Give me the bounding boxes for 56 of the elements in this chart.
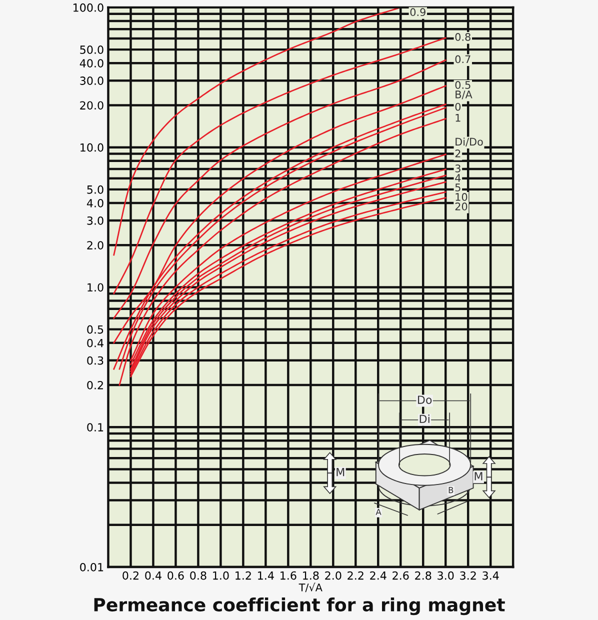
y-tick-label: 0.4 [87, 338, 104, 348]
x-tick-label: 3.4 [482, 571, 499, 580]
series-label: 0.7 [455, 55, 470, 64]
series-label: 1 [456, 114, 460, 122]
y-tick-label: 0.3 [87, 356, 104, 365]
annotation: M [336, 468, 344, 476]
annotation: M [474, 472, 482, 480]
y-tick-label: 20.0 [80, 101, 104, 110]
y-tick-label: 1.0 [88, 283, 104, 292]
series-label: 4 [455, 174, 461, 182]
x-tick-label: 2.6 [392, 571, 409, 580]
x-tick-label: 2.2 [348, 571, 364, 580]
y-tick-label: 30.0 [80, 76, 104, 85]
text: Permeance coefficient for a ring magnet [94, 598, 505, 616]
x-tick-label: 1.2 [236, 571, 251, 580]
y-tick-label: 0.01 [80, 562, 104, 572]
x-tick-label: 2.4 [370, 571, 386, 580]
series-label: 0.9 [410, 8, 426, 16]
x-tick-label: 0.6 [168, 571, 184, 580]
y-tick-label: 100.0 [73, 3, 104, 12]
y-tick-label: 40.0 [80, 59, 104, 68]
x-tick-label: 1.8 [303, 571, 319, 580]
y-tick-label: 0.5 [87, 325, 104, 334]
series-label: 5 [455, 184, 460, 192]
y-tick-label: 10.0 [80, 143, 104, 152]
annotation: Di/Do [456, 138, 483, 146]
annotation: B/A [456, 90, 472, 100]
y-tick-label: 3.0 [87, 216, 104, 225]
x-tick-label: 0.2 [122, 571, 138, 580]
y-tick-label: 50.0 [80, 46, 104, 54]
x-tick-label: 1.4 [258, 572, 274, 580]
x-tick-label: 0.4 [145, 571, 162, 580]
series-label: 3 [455, 164, 460, 172]
series-label: 0.5 [455, 81, 470, 89]
annotation: Do [418, 396, 432, 404]
series-label: 0 [455, 102, 461, 111]
x-tick-label: 3.2 [460, 571, 476, 580]
series-label: 2 [455, 150, 460, 158]
x-axis-title: T/√A [298, 582, 322, 592]
y-tick-label: 5.0 [87, 185, 104, 194]
x-tick-label: 2.8 [415, 571, 432, 580]
series-label: 0.8 [455, 33, 470, 41]
y-tick-label: 4.0 [86, 198, 104, 208]
y-tick-label: 0.2 [87, 380, 103, 390]
y-tick-label: 2.0 [87, 241, 104, 250]
x-tick-label: 2.0 [325, 571, 342, 580]
annotation: B [448, 487, 454, 494]
x-tick-label: 1.6 [280, 571, 296, 580]
x-tick-label: 1.0 [213, 571, 229, 580]
x-tick-label: 3.0 [438, 571, 454, 580]
y-tick-label: 0.1 [87, 423, 104, 432]
x-tick-label: 0.8 [190, 571, 206, 580]
series-label: 10 [456, 193, 468, 201]
series-label: 20 [455, 202, 468, 210]
annotation: A [376, 508, 382, 515]
annotation: Di [420, 414, 430, 423]
